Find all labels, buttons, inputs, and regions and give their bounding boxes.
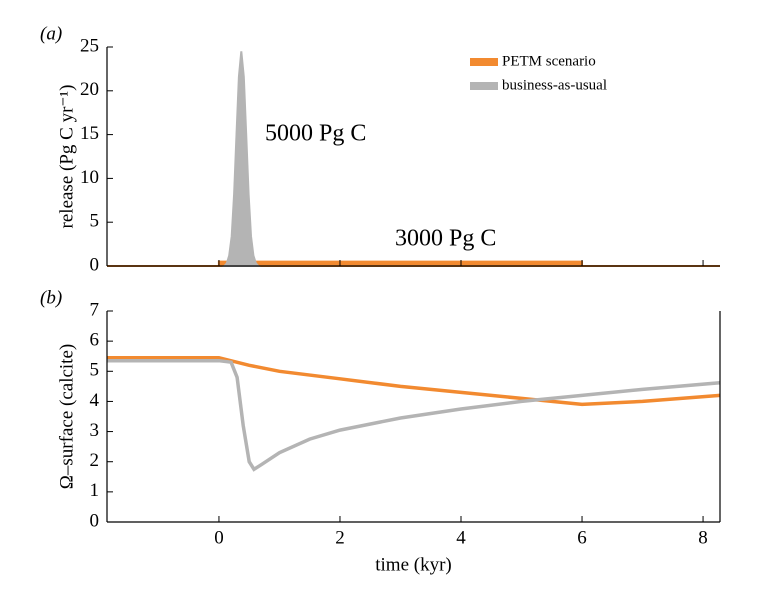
line (107, 355, 721, 407)
area (222, 51, 261, 267)
area (107, 260, 720, 267)
x-tick-label: 4 (456, 527, 466, 548)
x-tick-label: 8 (698, 527, 708, 548)
y-tick-label: 2 (90, 450, 100, 471)
y-tick-label: 5 (90, 211, 100, 232)
panel-label: (b) (40, 287, 62, 308)
panel-label: (a) (40, 23, 62, 44)
y-tick-label: 0 (90, 510, 100, 531)
line (107, 358, 721, 472)
x-tick-label: 2 (335, 527, 345, 548)
y-tick-label: 0 (90, 254, 100, 275)
y-tick-label: 15 (80, 123, 99, 144)
y-tick-label: 10 (80, 167, 99, 188)
y-tick-label: 5 (90, 360, 100, 381)
y-tick-label: 3 (90, 420, 100, 441)
legend-label: PETM scenario (502, 53, 596, 69)
y-tick-label: 25 (80, 35, 99, 56)
x-tick-label: 0 (214, 527, 224, 548)
x-tick-label: 6 (577, 527, 587, 548)
y-tick-label: 20 (80, 79, 99, 100)
y-tick-label: 6 (90, 330, 100, 351)
y-axis-label: Ω–surface (calcite) (56, 344, 77, 489)
y-axis-label: release (Pg C yr⁻¹) (56, 85, 77, 229)
annotation: 5000 Pg C (265, 121, 366, 147)
y-tick-label: 1 (90, 480, 100, 501)
x-axis-label: time (kyr) (375, 554, 452, 575)
y-tick-label: 4 (90, 390, 100, 411)
annotation: 3000 Pg C (395, 226, 496, 252)
legend-label: business-as-usual (502, 77, 607, 93)
y-tick-label: 7 (90, 299, 100, 320)
